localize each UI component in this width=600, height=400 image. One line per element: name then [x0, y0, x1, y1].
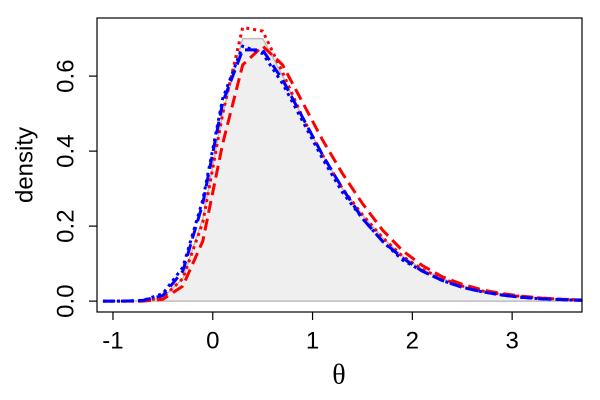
plot-frame [96, 17, 583, 313]
x-tick-label: 0 [206, 327, 219, 354]
y-tick-label: 0.0 [52, 284, 79, 317]
y-tick-label: 0.2 [52, 209, 79, 242]
density-line [103, 44, 583, 303]
x-tick-label: 2 [406, 327, 419, 354]
y-tick-label: 0.4 [52, 134, 79, 167]
y-tick-label: 0.6 [52, 59, 79, 92]
y-axis-label: density [11, 127, 38, 203]
density-area [102, 37, 583, 302]
density-line [103, 44, 583, 303]
x-axis-label: θ [332, 359, 345, 390]
x-tick-label: 3 [505, 327, 518, 354]
x-tick-label: -1 [102, 327, 123, 354]
density-line [103, 48, 583, 303]
x-tick-label: 1 [306, 327, 319, 354]
